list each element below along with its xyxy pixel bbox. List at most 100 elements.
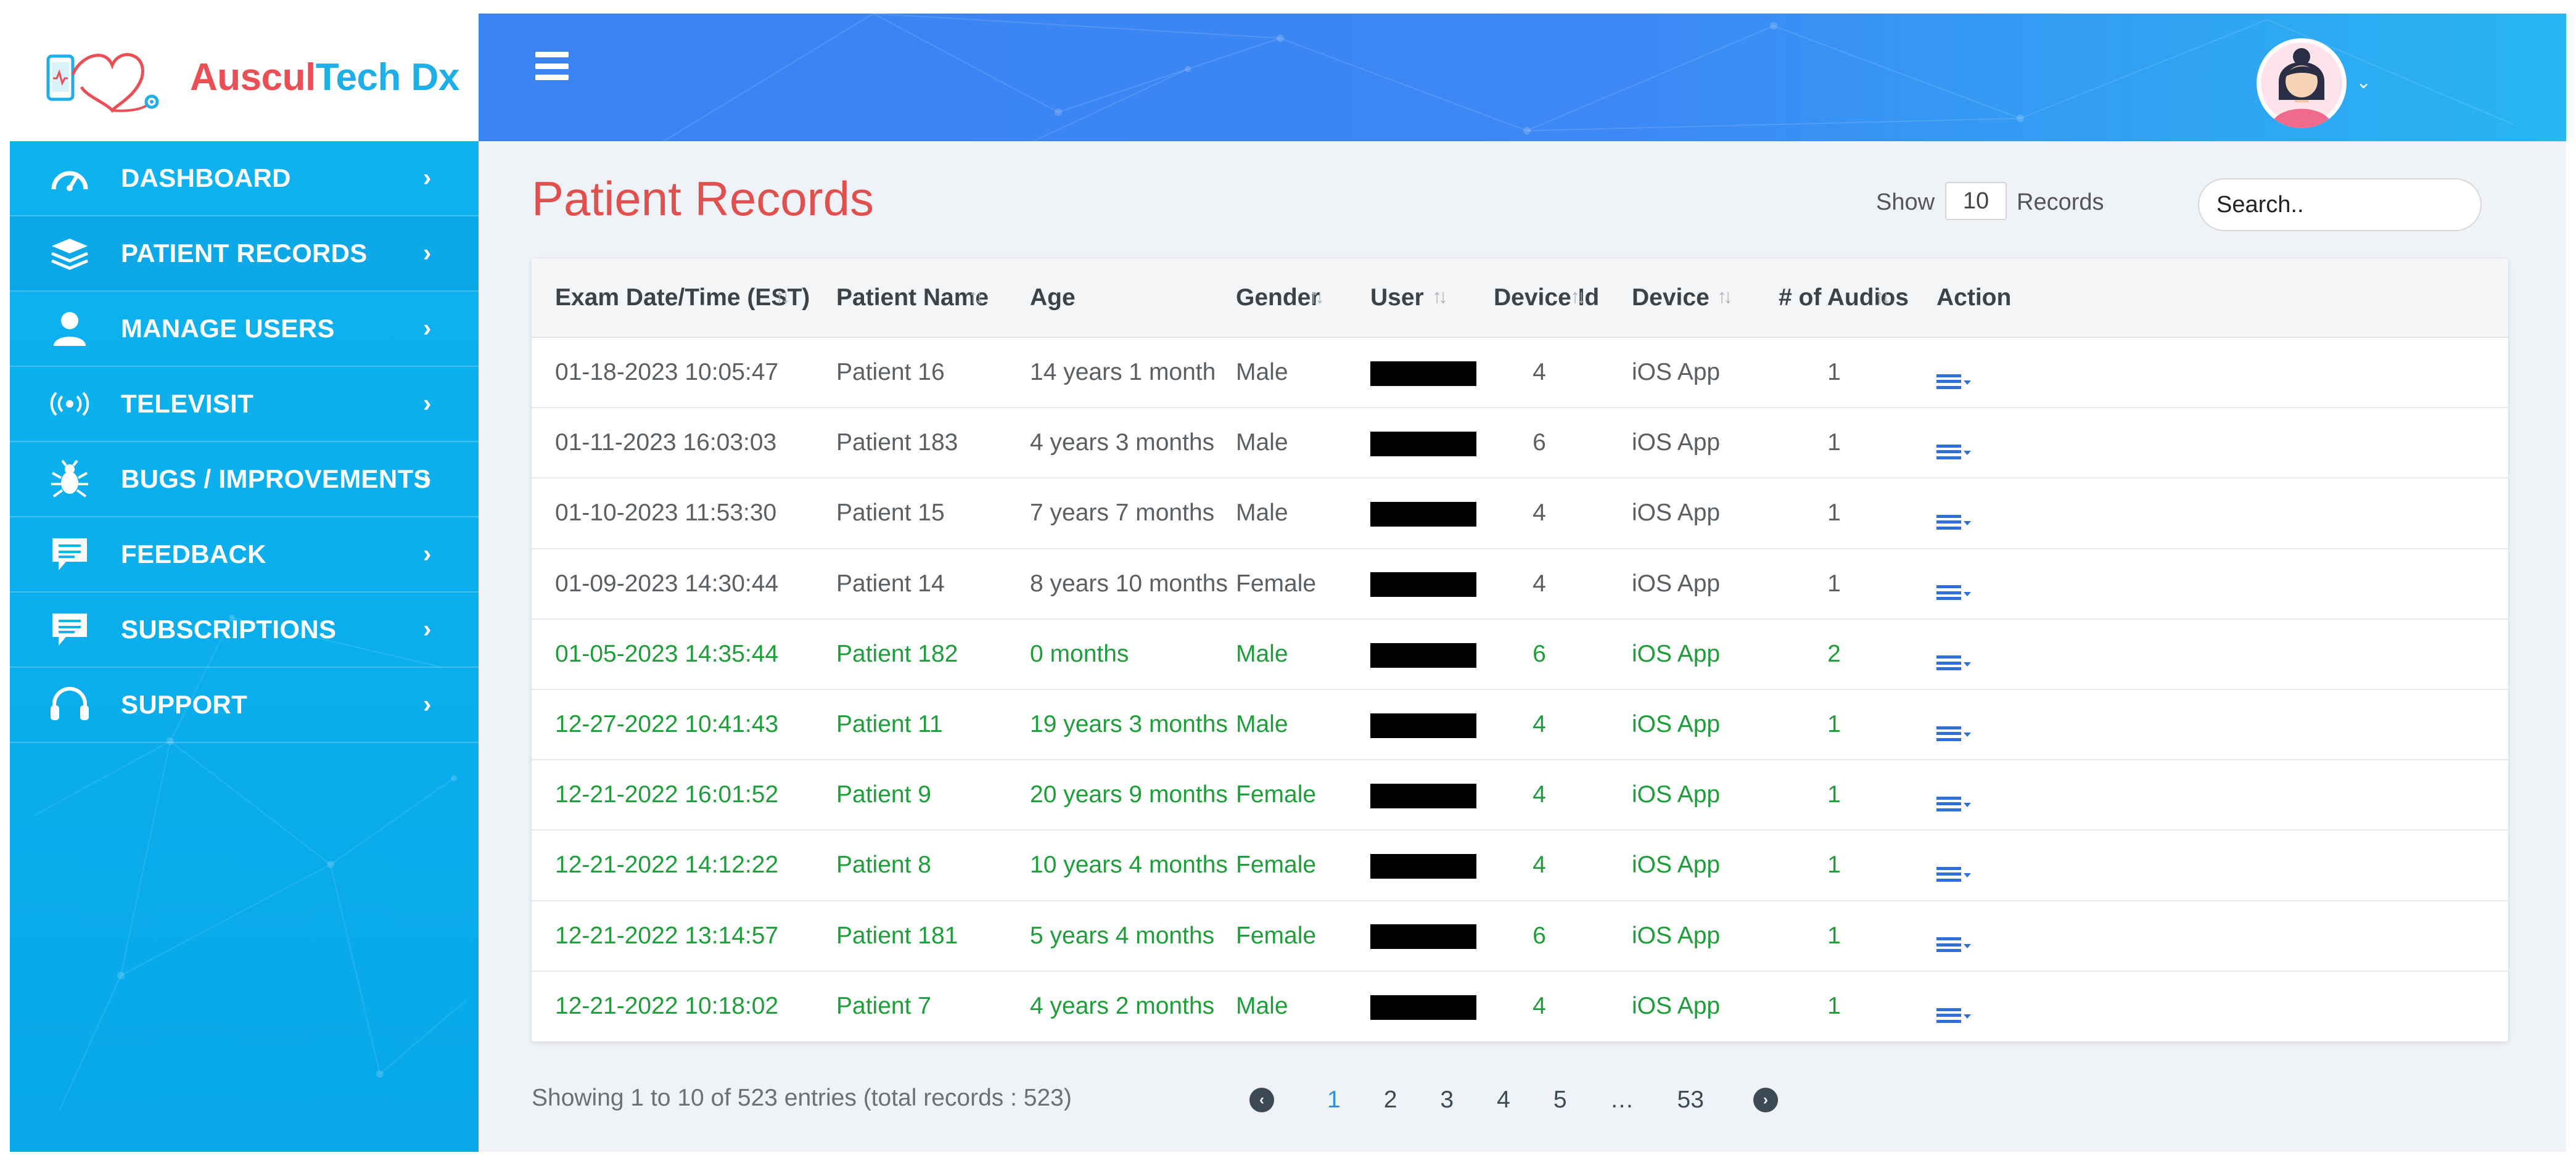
sidebar-item-manage-users[interactable]: MANAGE USERS › [10, 292, 479, 367]
sort-icon[interactable]: ↑↓ [1875, 285, 1891, 308]
sidebar-item-label: TELEVISIT [121, 389, 254, 418]
cell-user [1347, 830, 1476, 900]
chevron-down-icon[interactable]: ⌄ [2356, 72, 2372, 92]
menu-lines [1936, 866, 1961, 882]
row-action-menu-icon[interactable] [1936, 726, 1971, 741]
menu-line [1936, 872, 1961, 876]
row-action-menu-icon[interactable] [1936, 1008, 1971, 1023]
avatar-icon [2261, 43, 2342, 128]
sidebar-item-televisit[interactable]: TELEVISIT › [10, 367, 479, 442]
cell-audios: 1 [1827, 359, 1841, 386]
cell-exam-date: 12-27-2022 10:41:43 [555, 711, 779, 738]
column-header-label: Device Id [1494, 284, 1600, 311]
menu-line [1936, 667, 1961, 671]
redacted-user [1370, 572, 1476, 597]
column-header-label: Action [1936, 284, 2012, 311]
page-link[interactable]: 2 [1383, 1086, 1397, 1113]
cell-age: 8 years 10 months [1030, 570, 1228, 597]
row-action-menu-icon[interactable] [1936, 796, 1971, 811]
cell-exam-date: 01-11-2023 16:03:03 [555, 429, 777, 456]
cell-age: 4 years 3 months [1030, 429, 1215, 456]
cell-gender: Male [1236, 499, 1288, 527]
cell-user [1347, 408, 1476, 478]
menu-lines [1936, 1008, 1961, 1023]
column-header-action: Action [1913, 258, 2508, 337]
sidebar-item-feedback[interactable]: FEEDBACK › [10, 517, 479, 593]
column-header-exam-date[interactable]: Exam Date/Time (EST) ↑↓ [532, 258, 813, 337]
sidebar-item-dashboard[interactable]: DASHBOARD › [10, 141, 479, 216]
cell-action [1913, 830, 2508, 900]
column-header-gender[interactable]: Gender ↑↓ [1212, 258, 1347, 337]
sort-icon[interactable]: ↑↓ [1309, 285, 1325, 308]
cell-audios: 1 [1827, 429, 1841, 456]
menu-line [1936, 450, 1961, 454]
cell-user [1347, 549, 1476, 619]
table-row[interactable]: 12-21-2022 16:01:52 Patient 9 20 years 9 m… [532, 760, 2508, 831]
row-action-menu-icon[interactable] [1936, 514, 1971, 530]
chevron-right-icon: › [423, 615, 432, 643]
page-link[interactable]: 5 [1553, 1086, 1567, 1113]
cell-audios: 1 [1827, 711, 1841, 738]
page-link[interactable]: 53 [1677, 1086, 1704, 1113]
cell-gender: Male [1236, 429, 1288, 456]
row-action-menu-icon[interactable] [1936, 444, 1971, 459]
row-action-menu-icon[interactable] [1936, 655, 1971, 671]
cell-device: iOS App [1632, 993, 1721, 1020]
cell-patient-name: Patient 11 [836, 711, 943, 738]
table-row[interactable]: 01-18-2023 10:05:47 Patient 16 14 years 1 … [532, 337, 2508, 408]
column-header-user[interactable]: User ↑↓ [1347, 258, 1470, 337]
chat-icon [48, 608, 91, 651]
table-row[interactable]: 01-09-2023 14:30:44 Patient 14 8 years 10 … [532, 549, 2508, 619]
sort-icon[interactable]: ↑↓ [1432, 285, 1448, 308]
sidebar-item-bugs-improvements[interactable]: BUGS / IMPROVEMENTS › [10, 442, 479, 517]
page-link[interactable]: 1 [1327, 1086, 1341, 1113]
cell-audios: 1 [1827, 852, 1841, 879]
bug-icon [48, 458, 91, 501]
sort-icon[interactable]: ↑↓ [968, 285, 984, 308]
row-action-menu-icon[interactable] [1936, 866, 1971, 882]
row-action-menu-icon[interactable] [1936, 585, 1971, 601]
sidebar-item-support[interactable]: SUPPORT › [10, 668, 479, 743]
menu-line [1936, 591, 1961, 594]
column-header-patient-name[interactable]: Patient Name ↑↓ [813, 258, 1006, 337]
hamburger-line [535, 63, 569, 69]
table-row[interactable]: 01-10-2023 11:53:30 Patient 15 7 years 7 m… [532, 478, 2508, 549]
table-row[interactable]: 12-27-2022 10:41:43 Patient 11 19 years 3 … [532, 689, 2508, 760]
records-per-page-input[interactable]: 10 [1945, 182, 2007, 220]
row-action-menu-icon[interactable] [1936, 937, 1971, 953]
caret-down-icon [1964, 521, 1971, 526]
next-page-icon[interactable]: › [1753, 1088, 1778, 1112]
brand-logo[interactable]: AusculTech Dx [10, 14, 479, 141]
cell-device-id: 4 [1533, 993, 1546, 1020]
table-row[interactable]: 12-21-2022 13:14:57 Patient 181 5 years 4 … [532, 901, 2508, 971]
sort-icon[interactable]: ↑↓ [775, 285, 791, 308]
menu-toggle-button[interactable] [535, 52, 569, 80]
menu-line [1936, 655, 1961, 659]
page-link[interactable]: 3 [1440, 1086, 1454, 1113]
sort-icon[interactable]: ↑↓ [1570, 285, 1586, 308]
row-action-menu-icon[interactable] [1936, 374, 1971, 389]
menu-lines [1936, 585, 1961, 601]
chevron-right-icon: › [423, 540, 432, 568]
table-row[interactable]: 01-11-2023 16:03:03 Patient 183 4 years 3 … [532, 408, 2508, 478]
cell-exam-date: 12-21-2022 10:18:02 [555, 993, 779, 1020]
sort-icon[interactable]: ↑↓ [1717, 285, 1733, 308]
user-avatar[interactable] [2257, 38, 2347, 128]
column-header-device[interactable]: Device ↑↓ [1608, 258, 1755, 337]
page-link[interactable]: 4 [1497, 1086, 1510, 1113]
chevron-right-icon: › [423, 390, 432, 417]
table-row[interactable]: 12-21-2022 10:18:02 Patient 7 4 years 2 mo… [532, 971, 2508, 1041]
network-background [663, 14, 2514, 141]
sidebar-item-label: SUPPORT [121, 690, 248, 719]
search-input[interactable] [2198, 178, 2482, 231]
sidebar-item-patient-records[interactable]: PATIENT RECORDS › [10, 216, 479, 292]
table-row[interactable]: 01-05-2023 14:35:44 Patient 182 0 months Ma… [532, 619, 2508, 689]
sidebar-item-subscriptions[interactable]: SUBSCRIPTIONS › [10, 593, 479, 668]
column-header-device-id[interactable]: Device Id ↑↓ [1470, 258, 1608, 337]
table-row[interactable]: 12-21-2022 14:12:22 Patient 8 10 years 4 m… [532, 830, 2508, 901]
gauge-icon [48, 157, 91, 200]
column-header-audios[interactable]: # of Audios ↑↓ [1755, 258, 1913, 337]
cell-user [1347, 619, 1476, 689]
network-background [34, 615, 467, 1112]
previous-page-icon[interactable]: ‹ [1249, 1088, 1274, 1112]
